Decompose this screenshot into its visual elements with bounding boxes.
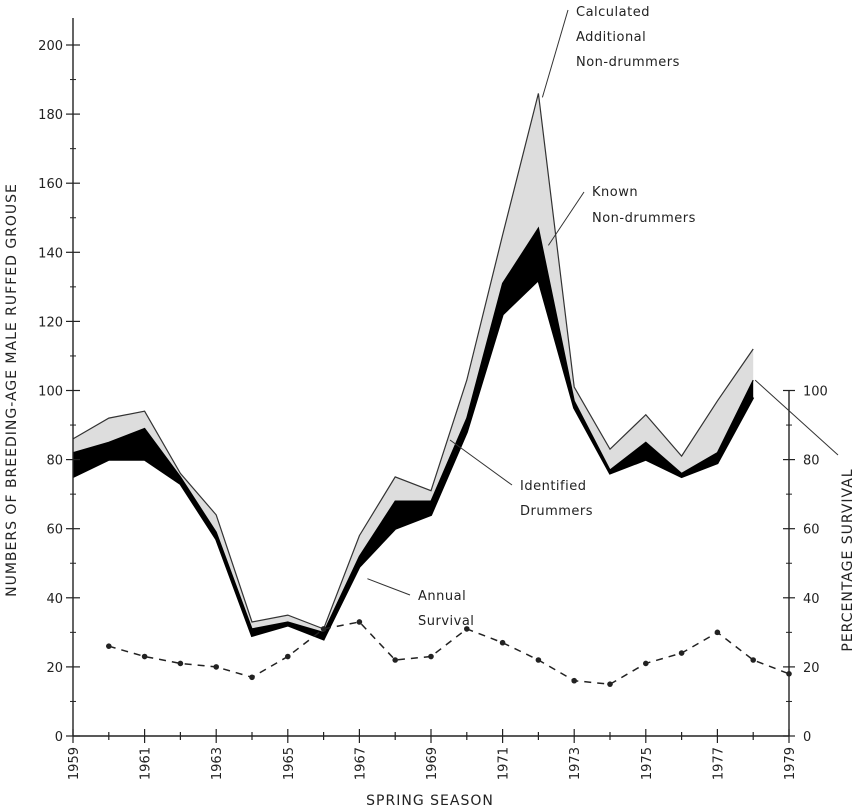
y-left-tick-label: 20 bbox=[46, 661, 63, 676]
y-axis-title-left: NUMBERS OF BREEDING-AGE MALE RUFFED GROU… bbox=[4, 183, 20, 597]
annotation-calculated-3: Non-drummers bbox=[576, 55, 680, 70]
survival-point bbox=[356, 619, 363, 625]
y-left-tick-label: 180 bbox=[38, 108, 63, 123]
survival-point bbox=[464, 626, 470, 632]
x-tick-label: 1965 bbox=[282, 747, 297, 780]
annotation-identified-2: Drummers bbox=[520, 504, 593, 519]
annotation-known-1: Known bbox=[592, 185, 638, 200]
x-tick-label: 1977 bbox=[711, 747, 726, 780]
x-tick-label: 1969 bbox=[425, 747, 440, 780]
y-left-tick-label: 200 bbox=[38, 39, 63, 54]
calculated-total-line bbox=[72, 93, 754, 630]
annotation-survival-1: Annual bbox=[418, 589, 466, 604]
survival-point bbox=[535, 657, 542, 663]
leader-1978 bbox=[754, 379, 839, 456]
y-right-tick-label: 100 bbox=[803, 385, 828, 400]
annotation-known-2: Non-drummers bbox=[592, 211, 696, 226]
survival-point bbox=[285, 653, 291, 660]
x-tick-label: 1975 bbox=[640, 747, 655, 780]
annotation-identified-1: Identified bbox=[520, 479, 586, 494]
y-left-tick-label: 40 bbox=[46, 592, 63, 607]
x-tick-label: 1979 bbox=[783, 747, 798, 780]
annotation-calculated-2: Additional bbox=[576, 30, 646, 45]
leader-survival bbox=[367, 578, 411, 596]
x-tick-label: 1967 bbox=[353, 747, 368, 780]
annotation-survival-2: Survival bbox=[418, 614, 474, 629]
identified-drummers-line bbox=[72, 277, 755, 641]
survival-point bbox=[249, 674, 255, 681]
y-axis-title-right: PERCENTAGE SURVIVAL bbox=[840, 468, 856, 651]
x-tick-label: 1971 bbox=[497, 747, 512, 780]
y-left-tick-label: 160 bbox=[38, 177, 63, 192]
survival-point bbox=[499, 639, 506, 646]
known-total-line bbox=[72, 226, 754, 634]
x-tick-label: 1959 bbox=[67, 747, 82, 780]
series-lines bbox=[72, 93, 792, 687]
y-left-tick-label: 120 bbox=[38, 315, 63, 330]
calculated-nondrummers-area bbox=[73, 93, 754, 633]
survival-point bbox=[571, 677, 577, 684]
x-axis-title: SPRING SEASON bbox=[366, 793, 494, 809]
survival-point bbox=[643, 660, 649, 667]
annotation-calculated-1: Calculated bbox=[576, 5, 650, 20]
y-right-tick-label: 0 bbox=[803, 730, 811, 745]
y-left-tick-label: 80 bbox=[46, 454, 63, 469]
survival-point bbox=[750, 657, 756, 663]
y-right-tick-label: 60 bbox=[803, 523, 820, 538]
survival-point bbox=[177, 660, 184, 667]
survival-point bbox=[607, 681, 613, 687]
survival-point bbox=[320, 626, 327, 632]
survival-point bbox=[714, 629, 721, 636]
survival-point bbox=[392, 657, 399, 663]
y-right-tick-label: 40 bbox=[803, 592, 820, 607]
survival-point bbox=[213, 664, 219, 670]
survival-point bbox=[678, 650, 685, 656]
stacked-areas bbox=[73, 93, 754, 640]
leader-identified bbox=[449, 439, 513, 486]
x-tick-label: 1961 bbox=[139, 747, 154, 780]
y-left-tick-label: 140 bbox=[38, 246, 63, 261]
axis-ticks: 0 20 40 60 80 100 120 140 160 180 200 0 20 40 60 80 100 1… bbox=[38, 39, 828, 780]
y-left-tick-label: 100 bbox=[38, 385, 63, 400]
y-right-tick-label: 20 bbox=[803, 661, 820, 676]
y-left-tick-label: 0 bbox=[55, 730, 63, 745]
annotation-leaders bbox=[367, 9, 839, 596]
survival-point bbox=[106, 643, 112, 649]
x-tick-label: 1973 bbox=[568, 747, 583, 780]
leader-known bbox=[547, 191, 585, 246]
survival-point bbox=[428, 653, 434, 660]
y-left-tick-label: 60 bbox=[46, 523, 63, 538]
y-right-tick-label: 80 bbox=[803, 454, 820, 469]
survival-point bbox=[141, 653, 148, 660]
x-tick-label: 1963 bbox=[210, 747, 225, 780]
annual-survival-line bbox=[108, 621, 790, 685]
leader-calculated bbox=[541, 9, 569, 98]
